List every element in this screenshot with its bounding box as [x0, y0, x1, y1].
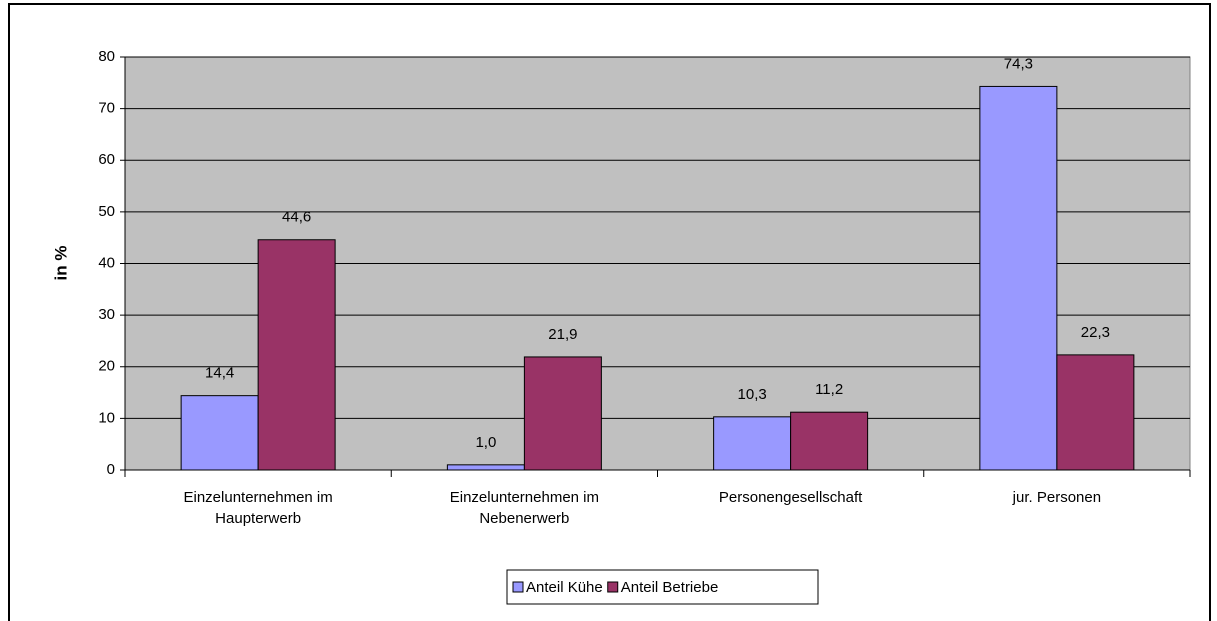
y-tick-label: 30	[98, 306, 115, 323]
y-tick-label: 80	[98, 48, 115, 65]
bar	[180, 395, 259, 471]
bar	[790, 411, 869, 471]
x-tick-label: Einzelunternehmen im	[450, 489, 599, 506]
x-tick-label: Personengesellschaft	[719, 489, 863, 506]
y-tick-label: 70	[98, 100, 115, 117]
value-label: 11,2	[815, 381, 843, 398]
value-label: 14,4	[205, 365, 234, 382]
y-tick-label: 20	[98, 358, 115, 375]
value-label: 44,6	[282, 209, 311, 226]
bar	[1056, 354, 1135, 471]
legend-label: Anteil Kühe	[526, 579, 603, 596]
value-label: 74,3	[1004, 55, 1033, 72]
value-label: 10,3	[738, 386, 767, 403]
legend-label: Anteil Betriebe	[621, 579, 719, 596]
bar	[713, 416, 792, 471]
x-tick-label: jur. Personen	[1012, 489, 1101, 506]
legend-swatch	[512, 581, 524, 593]
bar	[979, 85, 1058, 471]
bar	[523, 356, 602, 471]
value-label: 22,3	[1081, 324, 1110, 341]
x-tick-label: Nebenerwerb	[479, 510, 569, 527]
bar	[257, 239, 336, 471]
x-tick-label: Einzelunternehmen im	[184, 489, 333, 506]
bar	[446, 464, 525, 471]
x-tick-label: Haupterwerb	[215, 510, 301, 527]
y-axis-label: in %	[51, 246, 70, 281]
legend-swatch	[607, 581, 619, 593]
y-tick-label: 40	[98, 254, 115, 271]
legend-box	[506, 569, 819, 605]
y-tick-label: 60	[98, 151, 115, 168]
y-tick-label: 50	[98, 203, 115, 220]
value-label: 1,0	[475, 434, 496, 451]
y-tick-label: 0	[107, 461, 115, 478]
y-tick-label: 10	[98, 409, 115, 426]
value-label: 21,9	[548, 326, 577, 343]
